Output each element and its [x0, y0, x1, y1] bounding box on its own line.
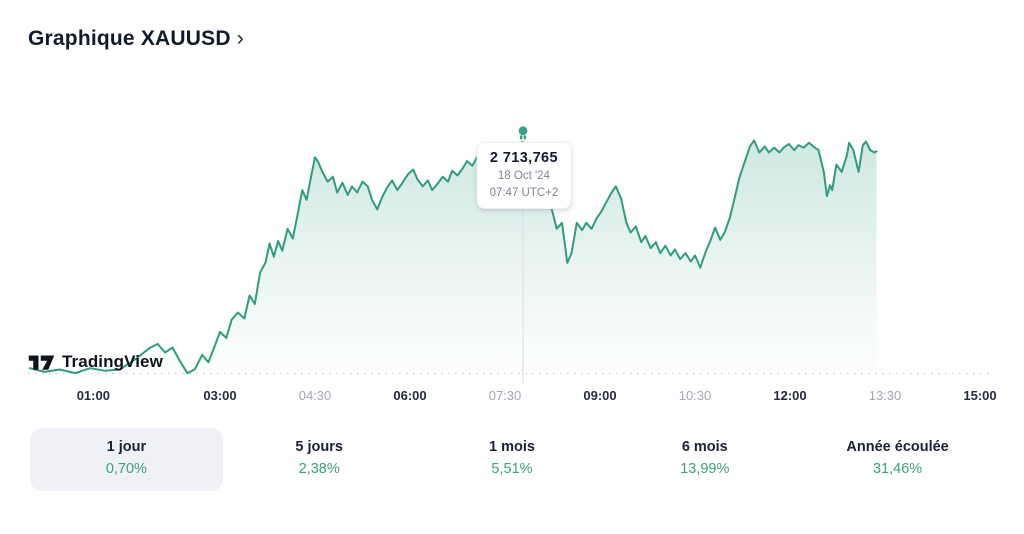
x-axis-label: 13:30 [868, 388, 902, 403]
x-axis-label: 07:30 [488, 388, 522, 403]
chart-area: 2 713,765 18 Oct '24 07:47 UTC+2 01:00 03… [0, 105, 1024, 405]
period-label: 5 jours [295, 439, 343, 455]
x-axis-label: 04:30 [298, 388, 332, 403]
x-axis-label: 01:00 [76, 388, 110, 403]
x-axis-label: 15:00 [963, 388, 997, 403]
period-selector: 1 jour 0,70% 5 jours 2,38% 1 mois 5,51% 6 mois… [30, 428, 994, 491]
x-axis-label: 10:30 [678, 388, 712, 403]
period-button-1-mois[interactable]: 1 mois 5,51% [416, 428, 609, 491]
price-tooltip: 2 713,765 18 Oct '24 07:47 UTC+2 [476, 142, 572, 209]
period-change: 2,38% [298, 461, 340, 477]
tooltip-price: 2 713,765 [489, 150, 558, 166]
period-button-5-jours[interactable]: 5 jours 2,38% [223, 428, 416, 491]
tradingview-logo[interactable]: TradingView [28, 351, 163, 372]
period-button-6-mois[interactable]: 6 mois 13,99% [608, 428, 801, 491]
period-label: Année écoulée [846, 439, 949, 455]
tooltip-date: 18 Oct '24 [497, 170, 550, 182]
marker-icon [517, 126, 529, 145]
tooltip-time: 07:47 UTC+2 [489, 186, 559, 199]
chevron-right-icon: › [236, 26, 244, 50]
price-area-fill [30, 140, 877, 374]
x-axis-label: 12:00 [773, 388, 807, 403]
period-label: 1 mois [489, 439, 535, 455]
page-title: Graphique XAUUSD [28, 27, 231, 50]
period-change: 0,70% [105, 461, 147, 477]
x-axis-label: 09:00 [583, 388, 617, 403]
period-button-ann-e-coul-e[interactable]: Année écoulée 31,46% [801, 428, 994, 491]
period-change: 5,51% [491, 461, 533, 477]
period-label: 1 jour [106, 439, 147, 455]
x-axis-label: 06:00 [393, 388, 427, 403]
period-label: 6 mois [681, 439, 728, 455]
x-axis: 01:00 03:00 04:30 06:00 07:30 09:00 10:30 12:00… [0, 388, 1024, 406]
period-button-1-jour[interactable]: 1 jour 0,70% [30, 428, 223, 491]
period-change: 31,46% [872, 461, 923, 477]
chart-title-link[interactable]: Graphique XAUUSD › [28, 27, 244, 51]
tradingview-logo-icon [28, 355, 55, 370]
tradingview-logo-text: TradingView [62, 351, 163, 371]
x-axis-label: 03:00 [203, 388, 237, 403]
period-change: 13,99% [680, 461, 730, 477]
